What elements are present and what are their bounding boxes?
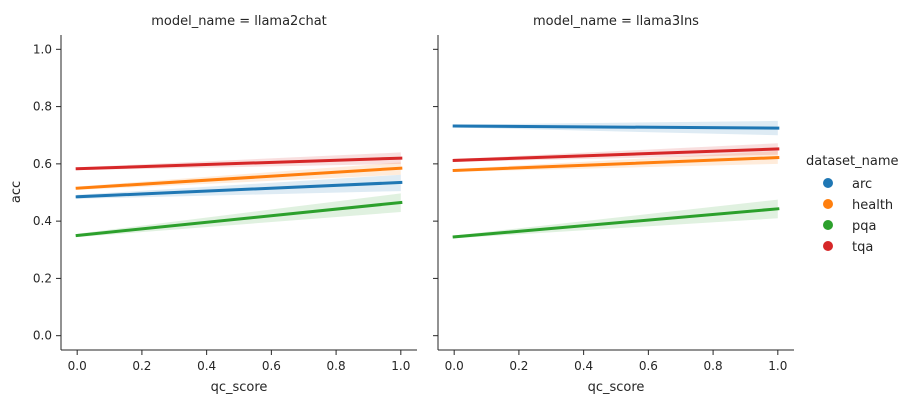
x-tick-label-llama2chat: 0.6 [262,359,281,373]
series-line-arc-llama2chat [75,180,403,199]
panel-title-llama3Ins: model_name = llama3Ins [533,14,699,29]
y-axis-label: acc [9,181,24,203]
x-tick-label-llama2chat: 0.4 [197,359,216,373]
x-tick-label-llama3Ins: 0.4 [574,359,593,373]
legend-marker-tqa [823,241,833,251]
series-line-health-llama2chat [75,166,403,190]
legend-marker-pqa [823,220,833,230]
x-tick-label-llama3Ins: 0.0 [445,359,464,373]
y-tick-label: 0.2 [33,271,52,285]
panel-llama2chat-plot: 0.0 0.2 0.4 0.6 0.8 1.0 0.0 0.2 0.4 0.6 0.8 1.0 [33,35,417,373]
legend-marker-health [823,199,833,209]
y-tick-label: 0.8 [33,100,52,114]
y-tick-label: 1.0 [33,42,52,56]
series-line-tqa-llama2chat [75,156,403,171]
legend-label-arc: arc [852,177,872,192]
x-tick-label-llama3Ins: 1.0 [768,359,787,373]
legend-label-health: health [852,198,893,213]
x-tick-label-llama2chat: 0.0 [68,359,87,373]
y-tick-label: 0.6 [33,157,52,171]
panel-llama3Ins-plot: 0.0 0.2 0.4 0.6 0.8 1.0 [433,35,794,373]
x-tick-label-llama3Ins: 0.6 [639,359,658,373]
legend: dataset_name arc health pqa tqa [806,154,899,255]
legend-marker-arc [823,178,833,188]
panel-title-llama2chat: model_name = llama2chat [151,14,327,29]
x-axis-label-llama2chat: qc_score [211,380,268,395]
legend-entries: arc health pqa tqa [823,177,893,255]
x-tick-label-llama2chat: 1.0 [391,359,410,373]
y-tick-label: 0.4 [33,214,52,228]
series-line-health-llama3Ins [452,156,780,173]
x-tick-label-llama3Ins: 0.2 [509,359,528,373]
series-line-pqa-llama2chat [75,200,403,238]
series-line-tqa-llama3Ins [452,147,780,162]
legend-label-pqa: pqa [852,219,876,234]
y-tick-label: 0.0 [33,329,52,343]
x-tick-label-llama3Ins: 0.8 [704,359,723,373]
x-axis-label-llama3Ins: qc_score [588,380,645,395]
series-line-pqa-llama3Ins [452,207,780,239]
legend-label-tqa: tqa [852,240,873,255]
panel-llama2chat: model_name = llama2chat 0.0 0.2 0.4 0.6 0.8 1… [33,14,417,395]
series-line-arc-llama3Ins [452,124,780,130]
x-tick-label-llama2chat: 0.2 [132,359,151,373]
x-tick-label-llama2chat: 0.8 [327,359,346,373]
panel-llama3Ins: model_name = llama3Ins 0.0 0.2 0.4 0.6 0.8 1.… [433,14,794,395]
legend-title: dataset_name [806,154,899,169]
